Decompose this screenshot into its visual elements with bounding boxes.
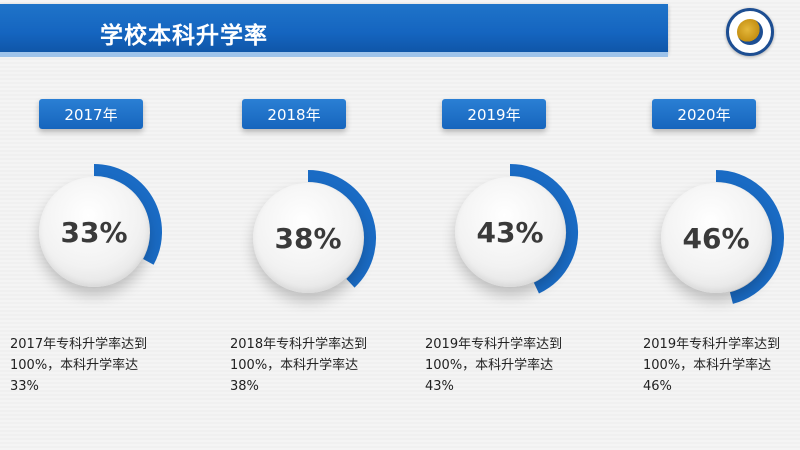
page-title: 学校本科升学率 [100,23,268,49]
header-bar: 学校本科升学率 [0,4,668,57]
year-badge-2020: 2020年 [652,99,756,129]
percent-circle-2017: 33% [39,177,149,287]
year-badge-2018: 2018年 [242,99,346,129]
ring-arc-2020 [715,170,784,304]
percent-circle-2020: 46% [661,183,771,293]
description-2018: 2018年专科升学率达到 100%，本科升学率达 38% [230,337,368,394]
percent-value-2017: 33% [60,215,128,249]
percent-value-2019: 43% [476,215,544,249]
description-2019: 2019年专科升学率达到 100%，本科升学率达 43% [425,337,563,394]
year-badge-2019: 2019年 [442,99,546,129]
percent-circle-2019: 43% [455,177,565,287]
ring-2020: 46% [646,168,786,308]
percent-circle-2018: 38% [253,183,363,293]
ring-2018: 38% [238,168,378,308]
description-2017: 2017年专科升学率达到 100%，本科升学率达 33% [10,337,148,394]
description-2020: 2019年专科升学率达到 100%，本科升学率达 46% [643,337,781,394]
ring-2019: 43% [440,162,580,302]
year-badge-2017: 2017年 [39,99,143,129]
ring-arc-2019 [509,164,578,294]
ring-2017: 33% [24,162,164,302]
percent-value-2018: 38% [274,221,342,255]
school-logo [726,8,774,56]
ring-arc-2018 [307,170,376,288]
percent-value-2020: 46% [682,221,750,255]
ring-arc-2017 [93,164,162,265]
